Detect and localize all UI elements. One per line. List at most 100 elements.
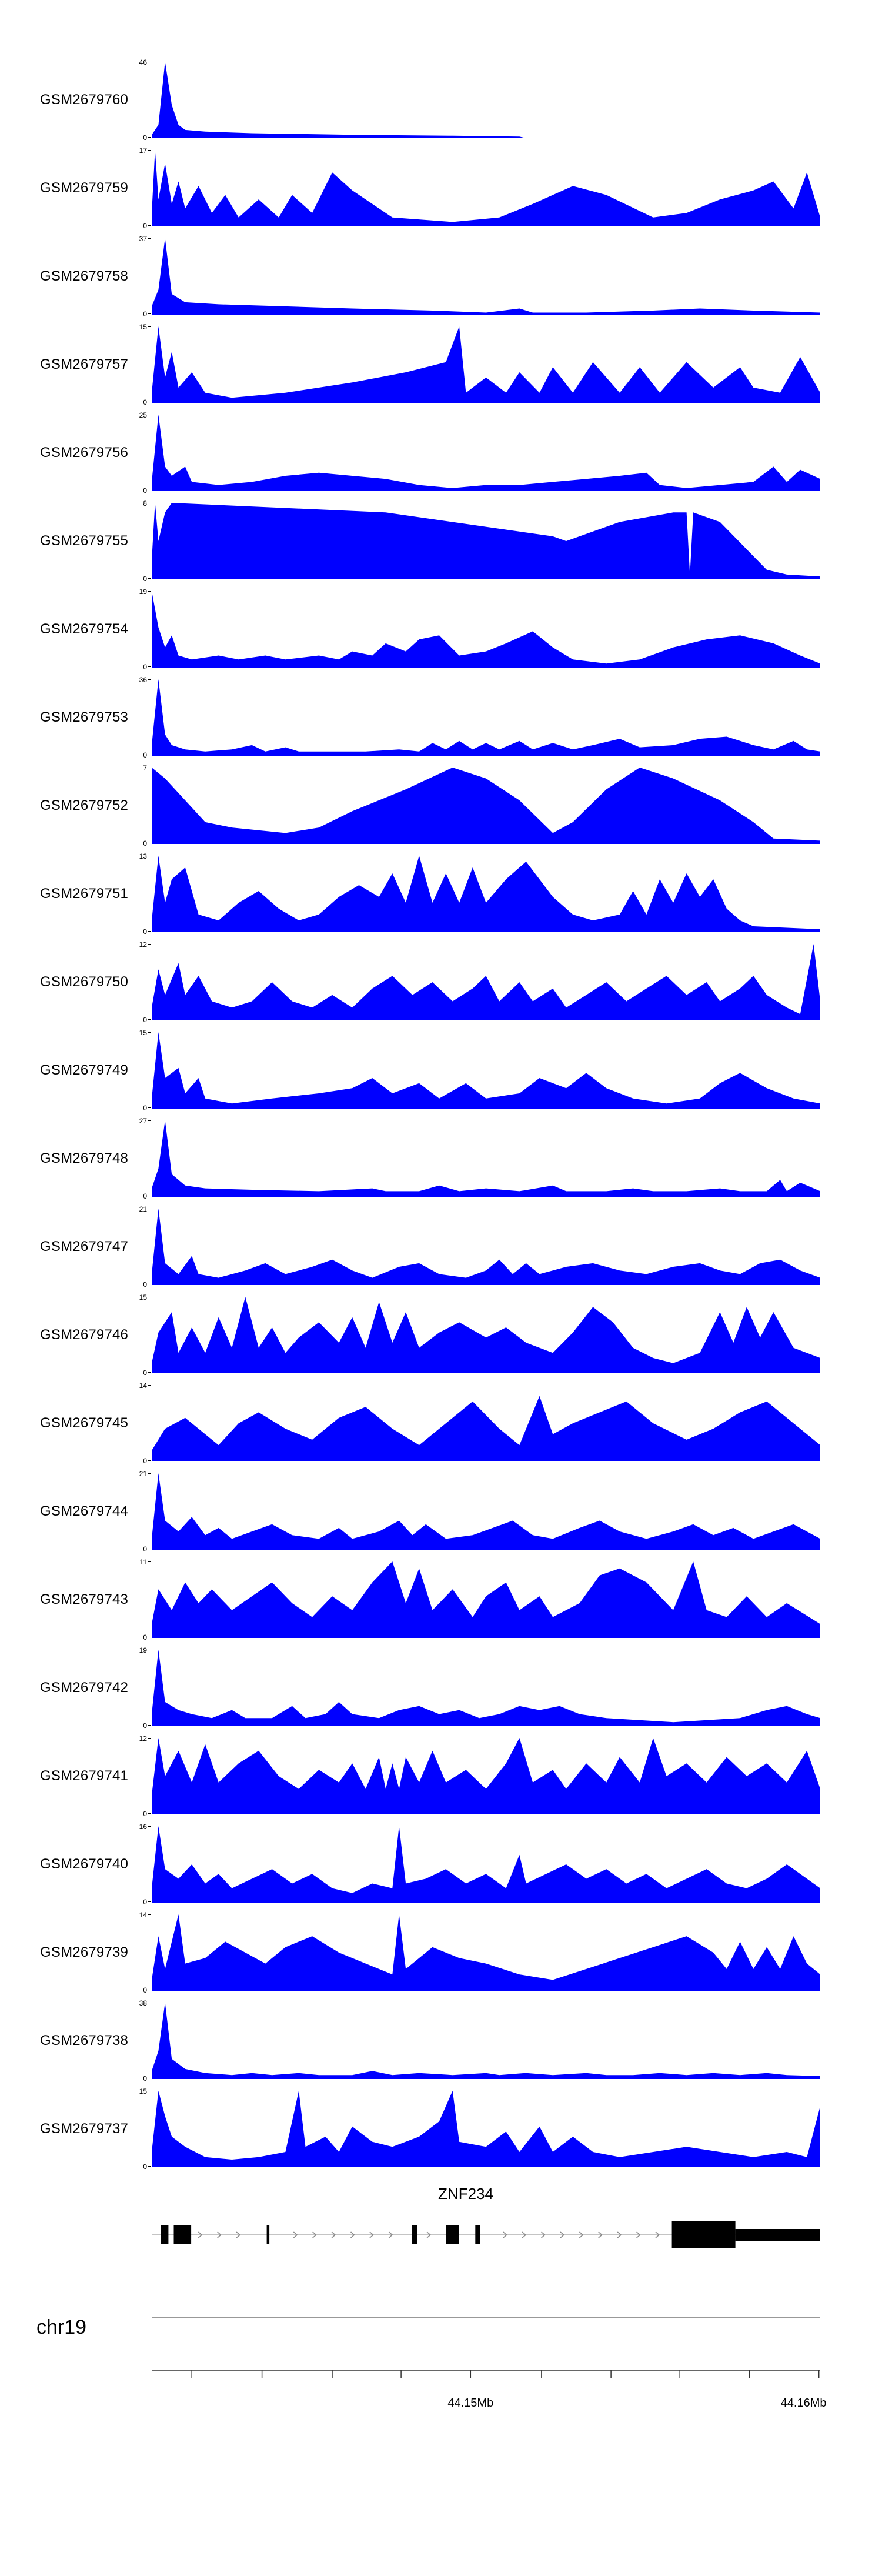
y-max-label: 12 [126, 941, 151, 948]
coverage-area-svg [152, 1297, 820, 1373]
coverage-polygon [152, 2091, 820, 2167]
y-zero-label: 0 [126, 663, 151, 670]
track-label: GSM2679745 [40, 1415, 129, 1431]
y-zero-label: 0 [126, 487, 151, 494]
strand-arrow-icon [198, 2231, 203, 2238]
coverage-area-svg [152, 944, 820, 1020]
track-label: GSM2679740 [40, 1856, 129, 1872]
track-plot: 37 0 [139, 235, 820, 318]
track-label: GSM2679747 [40, 1239, 129, 1254]
track-label: GSM2679739 [40, 1944, 129, 1960]
coverage-area-svg [152, 856, 820, 932]
track-plot: 16 0 [139, 1823, 820, 1906]
y-zero-label: 0 [126, 134, 151, 141]
coverage-area-svg [152, 1561, 820, 1638]
coverage-area-svg [152, 1120, 820, 1197]
y-zero-label: 0 [126, 1898, 151, 1906]
y-max-label: 13 [126, 853, 151, 860]
strand-arrow-icon [388, 2231, 393, 2238]
coverage-polygon [152, 591, 820, 668]
track-label: GSM2679760 [40, 92, 129, 108]
coverage-area-svg [152, 326, 820, 403]
strand-arrow-icon [541, 2231, 546, 2238]
track-plot: 15 0 [139, 1029, 820, 1112]
axis-coordinate-label: 44.16Mb [781, 2397, 827, 2410]
track-plot: 27 0 [139, 1117, 820, 1200]
y-max-label: 14 [126, 1382, 151, 1389]
strand-arrow-icon [369, 2231, 375, 2238]
y-max-label: 38 [126, 2000, 151, 2007]
track-label: GSM2679755 [40, 533, 129, 549]
y-max-label: 7 [126, 765, 151, 772]
track-label: GSM2679738 [40, 2033, 129, 2048]
track-label: GSM2679742 [40, 1680, 129, 1696]
y-zero-label: 0 [126, 752, 151, 759]
coverage-area-svg [152, 150, 820, 226]
strand-arrow-icon [522, 2231, 527, 2238]
gene-name-label: ZNF234 [438, 2185, 493, 2203]
y-zero-label: 0 [126, 840, 151, 847]
coverage-polygon [152, 2003, 820, 2079]
y-max-label: 11 [126, 1559, 151, 1566]
track-label: GSM2679743 [40, 1591, 129, 1607]
track-plot: 15 0 [139, 323, 820, 406]
y-max-label: 15 [126, 1029, 151, 1036]
track-plot: 17 0 [139, 147, 820, 229]
coverage-polygon [152, 1396, 820, 1461]
coverage-polygon [152, 1561, 820, 1638]
track-label: GSM2679737 [40, 2121, 129, 2137]
y-max-label: 19 [126, 588, 151, 595]
coverage-polygon [152, 238, 820, 315]
coverage-area-svg [152, 679, 820, 756]
track-label: GSM2679741 [40, 1768, 129, 1784]
axis-coordinate-label: 44.15Mb [447, 2397, 493, 2410]
coverage-track-GSM2679741: GSM2679741 12 0 [0, 1732, 882, 1820]
coverage-track-GSM2679743: GSM2679743 11 0 [0, 1556, 882, 1644]
y-max-label: 21 [126, 1470, 151, 1477]
y-zero-label: 0 [126, 1634, 151, 1641]
coverage-polygon [152, 944, 820, 1020]
strand-arrow-icon [655, 2231, 660, 2238]
coverage-polygon [152, 1826, 820, 1903]
coverage-polygon [152, 1473, 820, 1550]
coverage-track-GSM2679759: GSM2679759 17 0 [0, 144, 882, 232]
track-label: GSM2679750 [40, 974, 129, 990]
y-max-label: 37 [126, 235, 151, 242]
coverage-polygon [152, 1032, 820, 1109]
coverage-track-GSM2679750: GSM2679750 12 0 [0, 938, 882, 1026]
coverage-polygon [152, 768, 820, 844]
track-plot: 15 0 [139, 1294, 820, 1376]
coverage-polygon [152, 679, 820, 756]
separator-line [152, 2317, 820, 2318]
coverage-area-svg [152, 415, 820, 491]
track-label: GSM2679758 [40, 268, 129, 284]
track-plot: 12 0 [139, 1735, 820, 1817]
track-plot: 12 0 [139, 941, 820, 1023]
y-max-label: 19 [126, 1647, 151, 1654]
y-max-label: 8 [126, 500, 151, 507]
strand-arrow-icon [636, 2231, 641, 2238]
y-max-label: 21 [126, 1206, 151, 1213]
track-label: GSM2679752 [40, 798, 129, 813]
coverage-polygon [152, 1914, 820, 1991]
gene-exon [671, 2221, 736, 2248]
strand-arrow-icon [579, 2231, 584, 2238]
coverage-track-GSM2679755: GSM2679755 8 0 [0, 497, 882, 585]
track-plot: 21 0 [139, 1206, 820, 1288]
coverage-area-svg [152, 503, 820, 579]
track-plot: 19 0 [139, 588, 820, 670]
track-plot: 36 0 [139, 676, 820, 759]
coverage-area-svg [152, 238, 820, 315]
coverage-polygon [152, 326, 820, 403]
track-plot: 14 0 [139, 1382, 820, 1464]
coverage-polygon [152, 856, 820, 932]
y-zero-label: 0 [126, 399, 151, 406]
y-max-label: 15 [126, 1294, 151, 1301]
track-label: GSM2679753 [40, 709, 129, 725]
coverage-area-svg [152, 1738, 820, 1814]
coverage-track-GSM2679752: GSM2679752 7 0 [0, 762, 882, 850]
strand-arrow-icon [560, 2231, 565, 2238]
y-max-label: 46 [126, 59, 151, 66]
y-zero-label: 0 [126, 1546, 151, 1553]
